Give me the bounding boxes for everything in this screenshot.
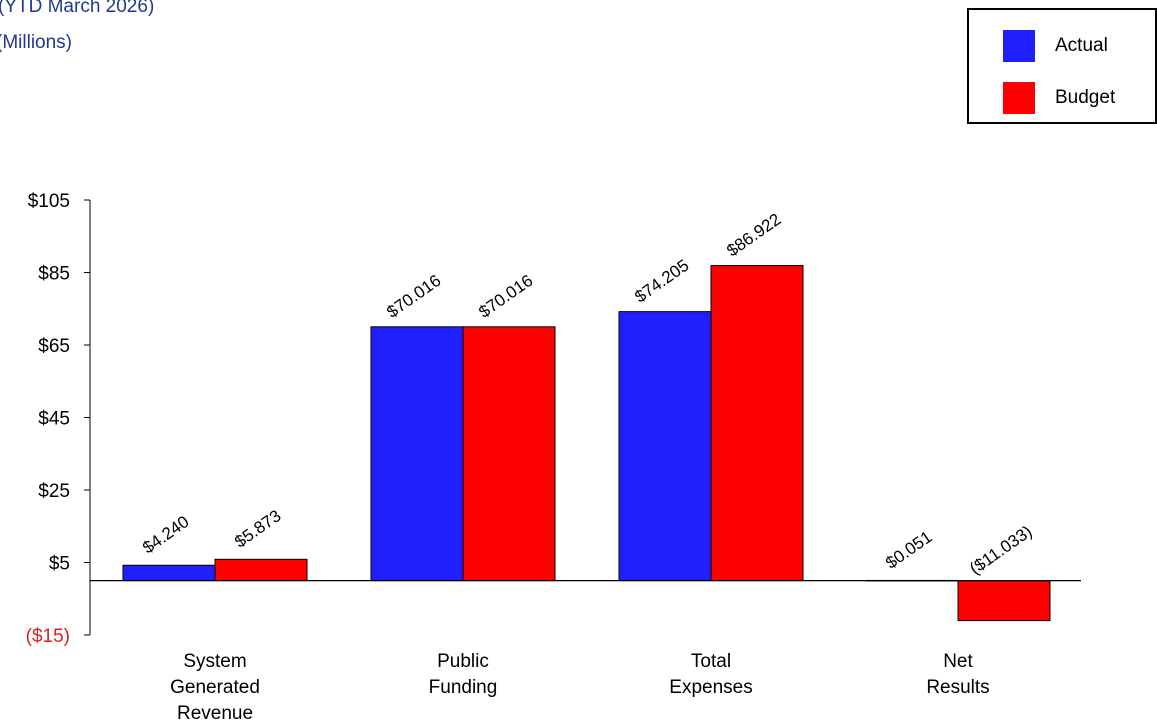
chart-subtitle-period: (YTD March 2026) [0,0,155,17]
bar-actual [122,564,216,582]
y-tick-label: $45 [38,409,70,430]
data-label: $74.205 [631,256,692,307]
chart-legend: Actual Budget [967,8,1157,124]
y-tick-label: $105 [28,191,70,212]
data-label: $0.051 [882,527,935,572]
bar-budget [710,265,804,582]
bar-actual [370,326,464,582]
data-label: ($11.033) [966,522,1035,579]
y-tick-label: ($15) [26,626,70,647]
data-label: $70.016 [383,271,444,322]
legend-item-actual: Actual [1003,30,1108,62]
y-tick-label: $65 [38,336,70,357]
x-category-label: Total Expenses [669,651,752,698]
bar-budget [462,326,556,582]
x-category-label: Public Funding [429,651,498,698]
data-label: $4.240 [139,512,192,557]
legend-item-budget: Budget [1003,82,1115,114]
y-tick-label: $85 [38,264,70,285]
legend-label-actual: Actual [1055,35,1108,56]
bar-budget [214,558,308,582]
data-label: $86.922 [723,210,784,261]
legend-swatch-budget [1003,82,1035,114]
legend-swatch-actual [1003,30,1035,62]
data-label: $70.016 [475,271,536,322]
legend-label-budget: Budget [1055,87,1116,108]
y-tick-label: $5 [49,554,70,575]
x-category-label: Net Results [926,651,989,698]
chart-subtitle-units: (Millions) [0,32,72,53]
data-label: $5.873 [231,506,284,551]
bar-actual [618,311,712,582]
y-tick-label: $25 [38,481,70,502]
x-category-label: System Generated Revenue [170,651,260,724]
bar-budget [957,580,1051,622]
